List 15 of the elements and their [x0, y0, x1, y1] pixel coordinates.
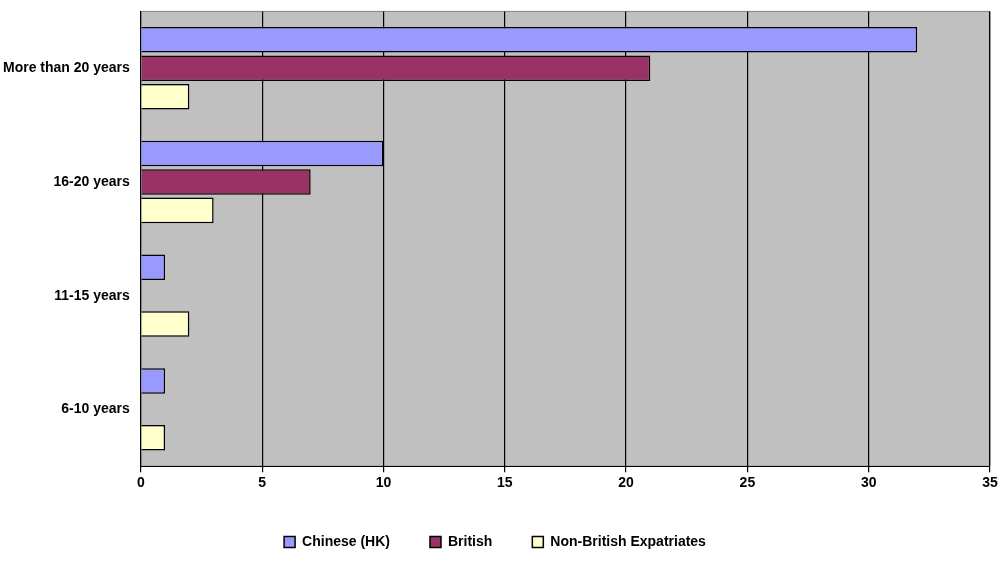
legend-label: Chinese (HK): [302, 532, 390, 549]
x-tick-label: 20: [618, 474, 635, 491]
y-tick-label: 6-10 years: [61, 400, 131, 417]
x-tick-label: 30: [860, 474, 877, 491]
x-tick-label: 0: [136, 474, 145, 491]
x-tick-label: 35: [982, 474, 998, 491]
x-tick-label: 25: [739, 474, 756, 491]
x-tick-label: 5: [258, 474, 267, 491]
x-tick-label: 15: [496, 474, 513, 491]
legend-label: Non-British Expatriates: [550, 532, 707, 549]
legend-label: British: [447, 532, 493, 549]
x-tick-label: 10: [375, 474, 392, 491]
y-tick-label: More than 20 years: [2, 59, 131, 76]
y-tick-label: 11-15 years: [54, 286, 131, 303]
y-tick-label: 16-20 years: [53, 172, 131, 189]
